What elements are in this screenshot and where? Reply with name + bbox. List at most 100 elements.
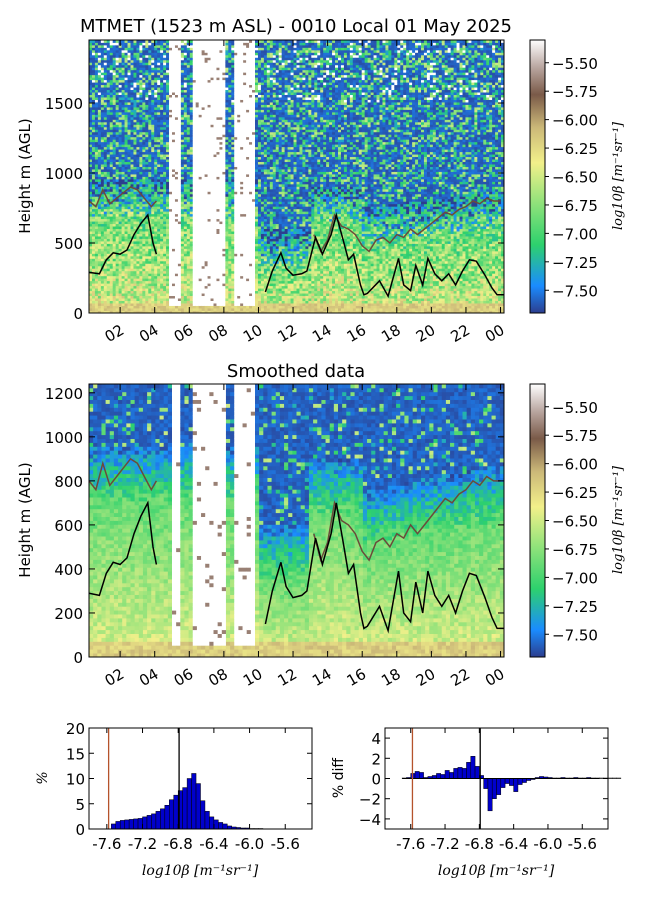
heatmap-cell [91,283,96,287]
heatmap-cell [177,44,182,48]
heatmap-cell [213,275,217,279]
heatmap-cell [222,206,226,210]
heatmap-cell [180,79,185,83]
heatmap-cell [163,228,167,232]
heatmap-cell [103,47,108,51]
heatmap-cell [216,111,220,115]
heatmap-cell [204,218,208,222]
heatmap-cell [166,134,170,138]
heatmap-cell [142,42,146,46]
heatmap-cell [100,255,105,259]
heatmap-cell [127,260,131,264]
heatmap-cell [94,102,99,105]
heatmap-cell [222,278,226,282]
heatmap-cell [142,285,146,289]
heatmap-cell [139,233,143,237]
heatmap-cell [94,111,99,115]
heatmap-cell [195,144,200,148]
heatmap-cell [115,273,120,277]
heatmap-cell [124,94,128,98]
heatmap-cell [210,193,214,197]
heatmap-cell [201,62,205,66]
heatmap-cell [166,270,170,274]
heatmap-cell [103,104,108,108]
heatmap-cell [145,273,149,277]
heatmap-cell [106,211,111,215]
heatmap-cell [222,275,226,279]
heatmap-cell [118,228,122,232]
heatmap-cell [157,47,161,51]
heatmap-cell [157,121,161,125]
heatmap-cell [112,188,117,192]
heatmap-cell [192,151,197,155]
heatmap-cell [139,134,143,138]
heatmap-cell [136,124,140,128]
heatmap-cell [195,278,200,282]
heatmap-cell [186,62,191,66]
heatmap-cell [157,226,161,230]
heatmap-cell [127,221,131,225]
heatmap-cell [121,238,125,242]
heatmap-cell [222,198,226,202]
heatmap-cell [219,72,223,76]
heatmap-cell [186,191,191,195]
heatmap-cell [154,243,158,247]
heatmap-cell [172,149,176,153]
heatmap-cell [166,62,170,66]
heatmap-cell [124,226,128,230]
heatmap-cell [154,57,158,61]
heatmap-cell [103,97,108,100]
heatmap-cell [142,111,146,115]
heatmap-cell [145,54,149,58]
heatmap-cell [115,295,120,299]
heatmap-cell [127,174,131,177]
heatmap-cell [100,213,105,217]
heatmap-cell [166,305,170,309]
heatmap-cell [157,129,161,133]
heatmap-cell [198,156,203,160]
heatmap-cell [89,233,93,237]
heatmap-cell [219,250,223,254]
heatmap-cell [177,216,182,220]
heatmap-cell [174,223,179,227]
heatmap-cell [118,144,122,148]
heatmap-cell [213,171,217,175]
heatmap-cell [192,223,197,227]
heatmap-cell [94,129,99,133]
heatmap-cell [94,283,99,287]
heatmap-cell [201,231,205,234]
heatmap-cell [222,270,226,274]
heatmap-cell [115,213,120,217]
heatmap-cell [103,231,108,234]
heatmap-cell [219,188,223,192]
heatmap-cell [201,201,205,205]
heatmap-cell [118,203,122,207]
heatmap-cell [89,263,93,267]
heatmap-cell [154,226,158,230]
heatmap-cell [115,268,120,272]
heatmap-cell [145,236,149,239]
heatmap-cell [174,231,179,234]
heatmap-cell [133,288,137,292]
heatmap-cell [204,273,208,277]
heatmap-cell [91,275,96,279]
heatmap-cell [154,211,158,215]
heatmap-cell [160,285,164,289]
heatmap-cell [192,62,197,66]
heatmap-cell [91,161,96,165]
heatmap-cell [133,201,137,205]
heatmap-cell [127,52,131,56]
heatmap-cell [115,136,120,140]
heatmap-cell [124,134,128,138]
heatmap-cell [127,107,131,110]
heatmap-cell [213,245,217,249]
heatmap-cell [136,134,140,138]
heatmap-cell [115,238,120,242]
heatmap-cell [169,82,173,86]
heatmap-cell [139,97,143,100]
heatmap-cell [183,228,188,232]
heatmap-cell [207,263,211,267]
heatmap-cell [94,82,99,86]
heatmap-cell [186,87,191,91]
heatmap-cell [145,290,149,294]
